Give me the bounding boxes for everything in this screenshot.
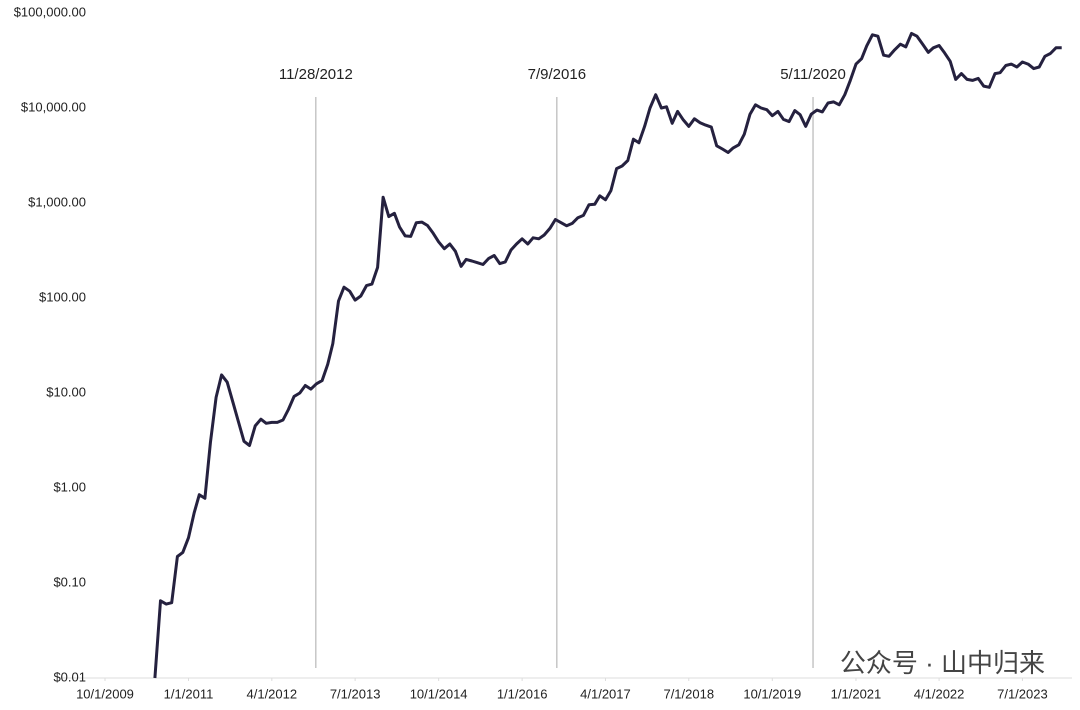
halving-label: 11/28/2012 (279, 66, 353, 83)
x-tick-label: 7/1/2023 (997, 686, 1048, 701)
watermark: 公众号 · 山中归来 (840, 648, 1045, 678)
x-tick-label: 1/1/2016 (497, 686, 548, 701)
x-tick-label: 1/1/2021 (831, 686, 882, 701)
halving-label: 5/11/2020 (780, 66, 846, 83)
price-line (153, 31, 1062, 679)
x-tick-label: 10/1/2014 (410, 686, 468, 701)
halving-label: 7/9/2016 (528, 66, 586, 83)
x-tick-label: 7/1/2013 (330, 686, 381, 701)
y-tick-label: $10,000.00 (21, 99, 86, 114)
y-tick-label: $0.10 (53, 574, 86, 589)
x-tick-label: 10/1/2009 (76, 686, 134, 701)
x-tick-label: 4/1/2012 (247, 686, 298, 701)
x-tick-label: 10/1/2019 (743, 686, 801, 701)
x-tick-label: 1/1/2011 (164, 686, 214, 701)
y-tick-label: $0.01 (53, 669, 86, 684)
y-tick-label: $1.00 (53, 479, 86, 494)
x-tick-label: 4/1/2017 (580, 686, 631, 701)
x-tick-label: 7/1/2018 (663, 686, 714, 701)
y-tick-label: $10.00 (46, 384, 86, 399)
y-tick-label: $100,000.00 (14, 4, 86, 19)
x-tick-label: 4/1/2022 (914, 686, 965, 701)
y-tick-label: $1,000.00 (28, 194, 86, 209)
y-tick-label: $100.00 (39, 289, 86, 304)
